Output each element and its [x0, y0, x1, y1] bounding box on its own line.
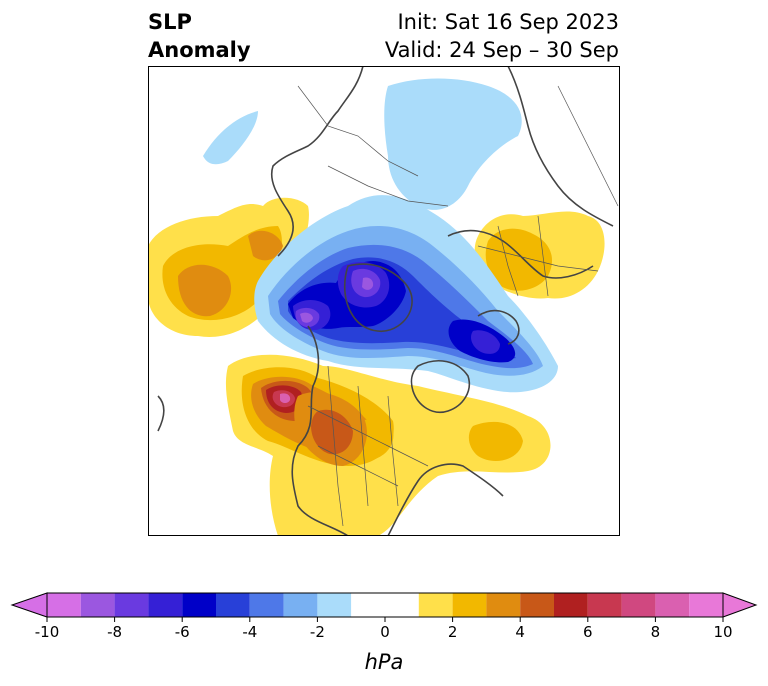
colorbar-unit: hPa — [365, 650, 404, 674]
colorbar-segment — [587, 593, 622, 617]
colorbar-segment — [351, 593, 419, 617]
colorbar-segment — [317, 593, 352, 617]
colorbar-tick-label: -10 — [35, 623, 60, 641]
colorbar-tick-label: 8 — [651, 623, 661, 641]
colorbar-segment — [80, 593, 115, 617]
init-date: Init: Sat 16 Sep 2023 — [397, 10, 619, 34]
colorbar-tick-label: 2 — [448, 623, 458, 641]
colorbar-segments — [10, 592, 758, 618]
political-borders — [297, 85, 619, 527]
colorbar-tick-label: -6 — [175, 623, 190, 641]
colorbar-extend-low — [10, 592, 48, 618]
colorbar-segment — [182, 593, 216, 617]
title-variable: SLP — [148, 10, 192, 34]
colorbar-segment — [283, 593, 318, 617]
colorbar-segment — [486, 593, 521, 617]
colorbar-segment — [47, 593, 81, 617]
colorbar-extend-high — [722, 592, 758, 618]
coastlines — [157, 66, 614, 536]
colorbar-segment — [554, 593, 588, 617]
colorbar-segment — [655, 593, 690, 617]
negative-anomaly-arctic-band — [203, 78, 558, 393]
colorbar-segment — [216, 593, 250, 617]
colorbar-segment — [452, 593, 487, 617]
colorbar-segment — [520, 593, 554, 617]
colorbar-tick-label: 4 — [515, 623, 525, 641]
valid-range: Valid: 24 Sep – 30 Sep — [384, 38, 619, 62]
colorbar-tick-label: 6 — [583, 623, 593, 641]
title-left: SLP Anomaly — [148, 8, 251, 64]
colorbar-tick-label: 0 — [380, 623, 390, 641]
colorbar-tick-label: -4 — [242, 623, 257, 641]
colorbar-tick-label: -2 — [310, 623, 325, 641]
map-panel — [148, 66, 620, 536]
colorbar: -10 -8 -6 -4 -2 0 2 4 6 8 10 hPa — [10, 592, 758, 674]
colorbar-segment — [418, 593, 453, 617]
colorbar-tick-label: 10 — [713, 623, 732, 641]
colorbar-segment — [621, 593, 656, 617]
colorbar-ticks: -10 -8 -6 -4 -2 0 2 4 6 8 10 — [35, 617, 733, 641]
colorbar-segment — [114, 593, 149, 617]
title-field: Anomaly — [148, 38, 251, 62]
colorbar-segment — [689, 593, 723, 617]
title-right: Init: Sat 16 Sep 2023 Valid: 24 Sep – 30… — [385, 8, 619, 64]
colorbar-segment — [249, 593, 284, 617]
colorbar-segment — [148, 593, 183, 617]
positive-anomaly-canada — [294, 392, 394, 466]
colorbar-tick-label: -8 — [107, 623, 122, 641]
